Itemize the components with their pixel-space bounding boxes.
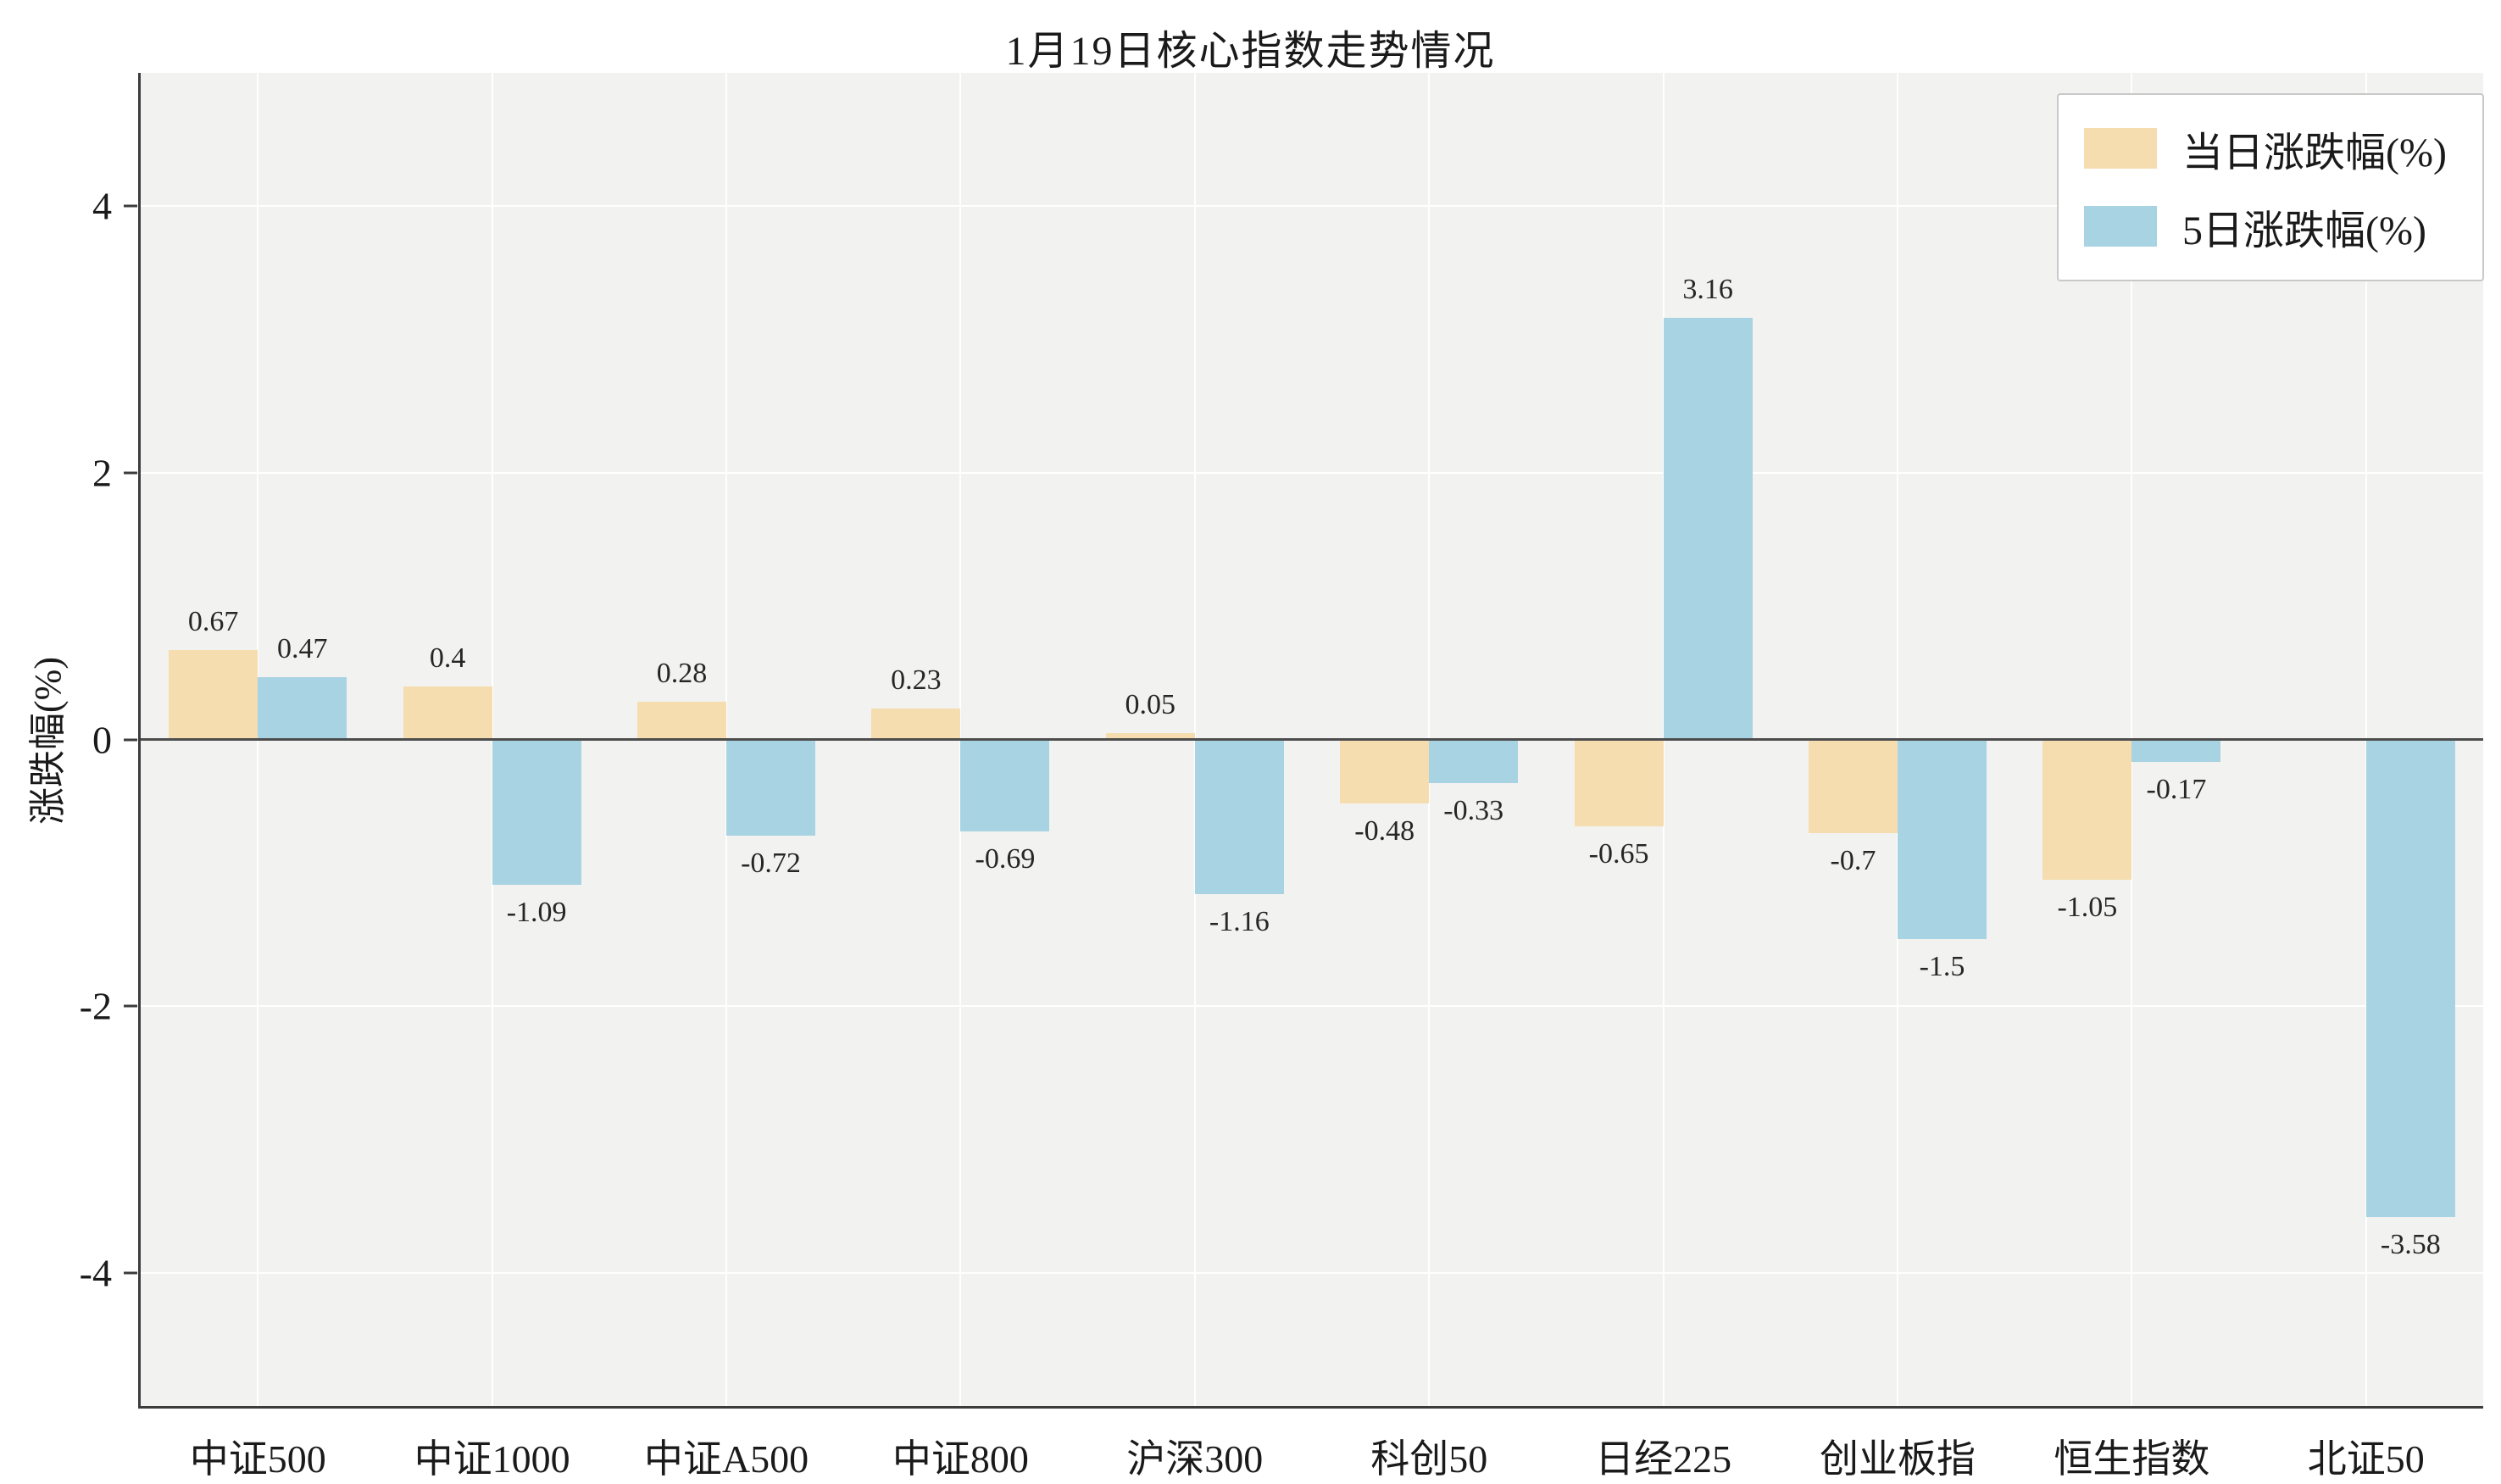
bar-value-label: 0.05 [1125,688,1176,720]
x-tick-label: 恒生指数 [2054,1437,2210,1481]
y-tick-label: 4 [92,184,112,228]
bar-value-label: -0.33 [1443,795,1504,827]
bar-daily-change [1574,739,1664,826]
bar-value-label: 0.67 [187,606,239,638]
bar-5day-change [1663,318,1753,740]
y-tick-label: -2 [79,984,112,1028]
y-tick-label: 2 [92,451,112,495]
legend-swatch [2084,206,2158,247]
y-tick-mark [124,471,137,475]
bar-value-label: -0.72 [741,847,801,879]
bar-daily-change [169,650,258,740]
bar-value-label: -0.48 [1354,815,1415,847]
bar-value-label: -0.65 [1588,837,1649,870]
bar-5day-change [2365,739,2455,1217]
bar-value-label: -1.16 [1209,905,1270,937]
legend-item: 当日涨跌幅(%) [2084,119,2447,178]
zero-line [141,738,2483,741]
legend: 当日涨跌幅(%) 5日涨跌幅(%) [2057,93,2484,281]
bar-value-label: -0.17 [2146,774,2207,806]
x-tick-label: 创业板指 [1820,1437,1976,1481]
horizontal-gridline [141,471,2483,474]
bar-value-label: -0.7 [1830,844,1876,876]
legend-label: 当日涨跌幅(%) [2182,131,2447,175]
bar-5day-change [492,739,581,885]
x-tick-label: 日经225 [1595,1437,1732,1481]
bar-value-label: -1.09 [506,896,567,928]
x-tick-label: 科创50 [1370,1437,1488,1481]
bar-5day-change [1898,739,1987,940]
bar-daily-change [2042,739,2132,880]
bar-5day-change [1429,739,1519,784]
chart-title: 1月19日核心指数走势情况 [1005,29,1496,74]
bar-5day-change [2131,739,2221,763]
horizontal-gridline [141,1005,2483,1008]
bar-daily-change [1105,732,1195,740]
x-tick-label: 北证50 [2307,1437,2425,1481]
bar-value-label: 0.23 [891,664,942,697]
bar-value-label: 0.4 [429,642,466,674]
bar-5day-change [1194,739,1284,894]
bar-daily-change [1340,739,1430,803]
bar-value-label: 0.47 [276,632,328,664]
bar-value-label: -3.58 [2380,1228,2441,1260]
bar-daily-change [871,709,961,740]
y-tick-label: -4 [79,1251,112,1295]
x-tick-label: 中证1000 [414,1437,570,1481]
bar-value-label: -0.69 [975,843,1036,875]
y-tick-mark [124,204,137,208]
y-axis-label: 涨跌幅(%) [27,657,69,825]
bar-value-label: -1.5 [1919,951,1965,983]
horizontal-gridline [141,205,2483,208]
bar-daily-change [1808,739,1898,833]
x-tick-label: 中证500 [189,1437,326,1481]
bar-5day-change [726,739,816,836]
bar-daily-change [403,686,492,740]
bar-daily-change [636,702,726,740]
bar-5day-change [960,739,1050,832]
legend-swatch [2084,128,2158,169]
y-tick-mark [124,1271,137,1275]
x-tick-label: 中证A500 [643,1437,809,1481]
bar-5day-change [258,676,347,740]
bar-value-label: 0.28 [656,658,708,690]
horizontal-gridline [141,1271,2483,1274]
legend-item: 5日涨跌幅(%) [2084,197,2447,256]
bar-value-label: -1.05 [2057,891,2118,923]
y-tick-mark [124,1004,137,1008]
plot-area: 4 2 0 -2 -4 0.67 0.4 0.28 0.23 0.05 -0.48 -0.65 -0.7… [80,73,2483,1481]
y-tick-label: 0 [92,718,112,761]
x-tick-label: 中证800 [892,1437,1029,1481]
bar-value-label: 3.16 [1682,274,1733,306]
legend-label: 5日涨跌幅(%) [2182,208,2426,253]
x-tick-label: 沪深300 [1126,1437,1264,1481]
y-tick-mark [124,738,137,741]
